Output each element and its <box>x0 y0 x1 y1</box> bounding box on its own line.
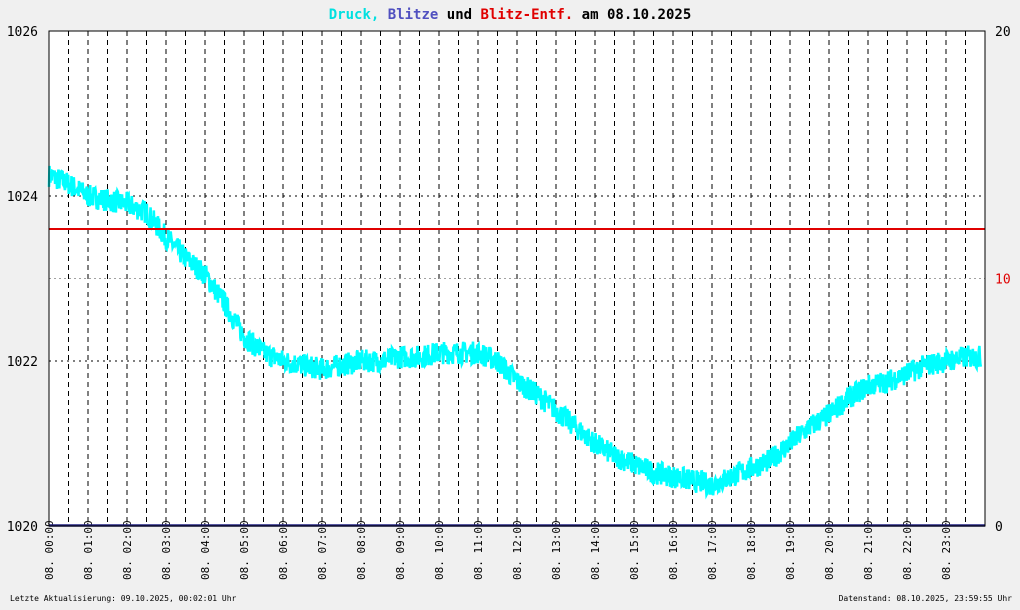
chart-title: Druck, Blitze und Blitz-Entf. am 08.10.2… <box>329 7 692 23</box>
x-tick-label: 08. 19:00 <box>784 520 797 580</box>
footer-left: Letzte Aktualisierung: 09.10.2025, 00:02… <box>10 594 237 603</box>
y-right-tick-label: 10 <box>995 273 1011 288</box>
x-tick-label: 08. 15:00 <box>628 520 641 580</box>
y-left-tick-label: 1022 <box>7 355 38 370</box>
x-tick-label: 08. 04:00 <box>199 520 212 580</box>
title-blitze: Blitze <box>388 7 439 23</box>
x-tick-label: 08. 14:00 <box>589 520 602 580</box>
x-tick-label: 08. 09:00 <box>394 520 407 580</box>
x-tick-label: 08. 13:00 <box>550 520 563 580</box>
x-tick-label: 08. 11:00 <box>472 520 485 580</box>
x-tick-label: 08. 01:00 <box>82 520 95 580</box>
x-tick-label: 08. 10:00 <box>433 520 446 580</box>
x-tick-label: 08. 22:00 <box>901 520 914 580</box>
title-blitz-entf: Blitz-Entf. <box>481 7 574 23</box>
title-date: am 08.10.2025 <box>582 7 692 23</box>
x-tick-label: 08. 16:00 <box>667 520 680 580</box>
x-tick-label: 08. 18:00 <box>745 520 758 580</box>
y-right-tick-label: 20 <box>995 25 1011 40</box>
title-und: und <box>447 7 472 23</box>
x-tick-label: 08. 07:00 <box>316 520 329 580</box>
series-druck <box>47 165 983 500</box>
y-right-tick-label: 0 <box>995 520 1003 535</box>
x-tick-label: 08. 00:00 <box>43 520 56 580</box>
x-tick-label: 08. 08:00 <box>355 520 368 580</box>
x-tick-label: 08. 12:00 <box>511 520 524 580</box>
x-tick-label: 08. 02:00 <box>121 520 134 580</box>
x-tick-label: 08. 20:00 <box>823 520 836 580</box>
plot-border <box>48 30 986 527</box>
x-tick-label: 08. 05:00 <box>238 520 251 580</box>
x-tick-label: 08. 06:00 <box>277 520 290 580</box>
y-left-tick-label: 1020 <box>7 520 38 535</box>
x-tick-label: 08. 03:00 <box>160 520 173 580</box>
y-left-tick-label: 1026 <box>7 25 38 40</box>
x-tick-label: 08. 23:00 <box>940 520 953 580</box>
x-tick-label: 08. 21:00 <box>862 520 875 580</box>
x-tick-label: 08. 17:00 <box>706 520 719 580</box>
footer-right: Datenstand: 08.10.2025, 23:59:55 Uhr <box>839 594 1013 603</box>
y-left-tick-label: 1024 <box>7 190 38 205</box>
title-druck: Druck, <box>329 7 380 23</box>
